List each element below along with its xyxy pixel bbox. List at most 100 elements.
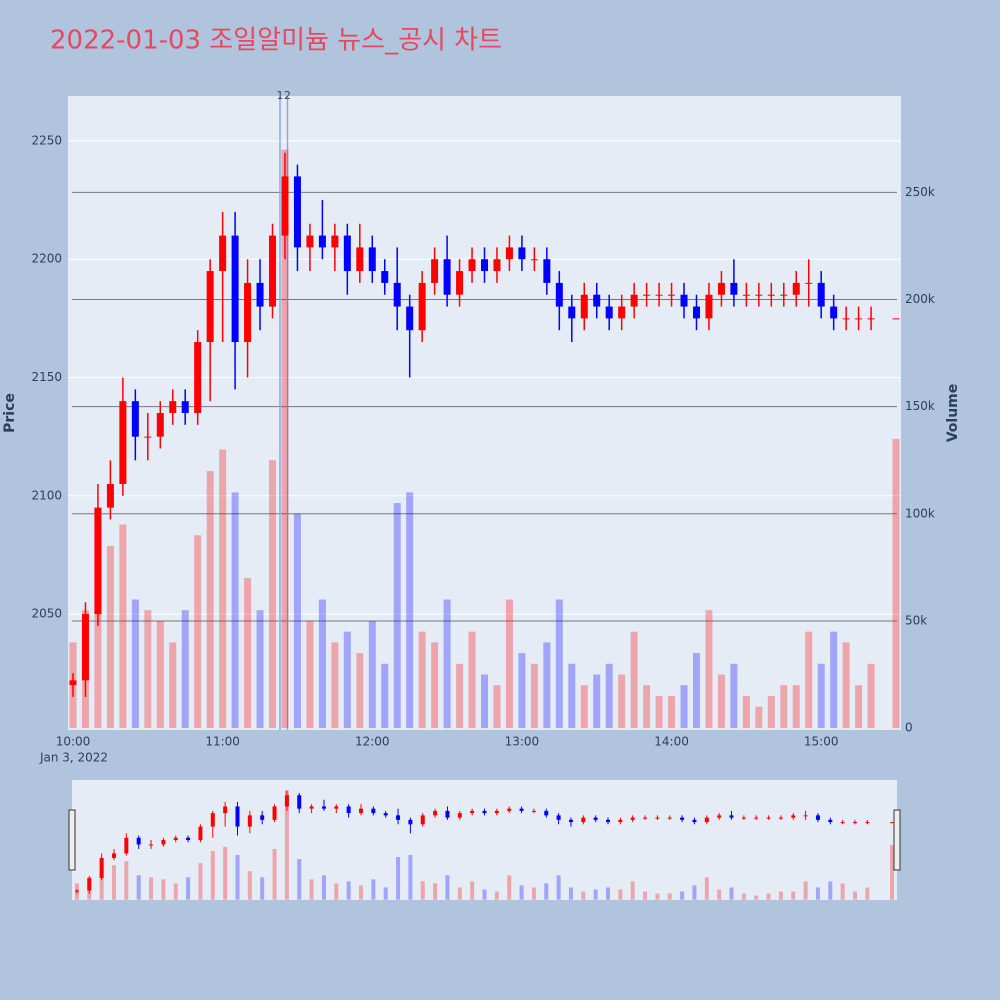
candle-body	[194, 342, 202, 413]
mini-volume-bar	[865, 887, 870, 900]
mini-candle-body	[198, 826, 203, 840]
mini-volume-bar	[741, 893, 746, 900]
mini-candle-body	[173, 837, 178, 840]
mini-candle-body	[445, 810, 450, 818]
mini-volume-bar	[791, 891, 796, 900]
annotation: 2	[284, 89, 291, 102]
mini-volume-bar	[680, 891, 685, 900]
mini-candle-body	[531, 810, 536, 812]
candle-body	[842, 318, 850, 320]
mini-candle-body	[494, 810, 499, 814]
volume-bar	[194, 535, 202, 729]
candle-body	[393, 282, 401, 307]
volume-bar	[643, 685, 651, 729]
x-tick-label: 12:00	[355, 735, 390, 749]
mini-candle-body	[136, 837, 141, 845]
mini-candle-body	[568, 819, 573, 823]
range-handle[interactable]	[68, 809, 76, 871]
candle-body	[244, 282, 252, 343]
volume-bar	[780, 685, 788, 729]
range-handle[interactable]	[893, 809, 901, 871]
volume-bar	[717, 674, 725, 729]
y2-tick-label: 100k	[905, 506, 935, 520]
candle-body	[830, 306, 838, 319]
mini-candle-body	[420, 815, 425, 825]
mini-volume-bar	[470, 881, 475, 900]
mini-volume-bar	[494, 891, 499, 900]
mini-volume-bar	[420, 881, 425, 900]
volume-bar	[755, 706, 763, 729]
mini-candle-body	[630, 817, 635, 820]
volume-bar	[543, 642, 551, 729]
mini-candle-body	[457, 813, 462, 818]
volume-bar	[730, 663, 738, 729]
y-tick-label: 2150	[31, 370, 62, 384]
mini-candle-body	[704, 817, 709, 823]
candle-body	[668, 294, 676, 296]
mini-candle-body	[482, 810, 487, 814]
mini-volume-bar	[692, 885, 697, 900]
volume-bar	[630, 631, 638, 729]
mini-volume-bar	[210, 850, 215, 900]
volume-bar	[181, 610, 189, 729]
candle-body	[493, 259, 501, 272]
mini-volume-bar	[111, 865, 116, 900]
mini-volume-bar	[309, 879, 314, 900]
y2-tick-label: 150k	[905, 399, 935, 413]
candle-body	[231, 235, 239, 343]
candle-body	[181, 401, 189, 413]
volume-bar	[443, 599, 451, 729]
mini-candle-body	[260, 815, 265, 820]
candle-body	[717, 282, 725, 295]
mini-volume-bar	[630, 881, 635, 900]
mini-volume-bar	[396, 857, 401, 900]
candle-body	[643, 294, 651, 296]
volume-bar	[580, 685, 588, 729]
mini-candle-body	[284, 795, 289, 807]
mini-candle-body	[803, 815, 808, 817]
candle-body	[568, 306, 576, 319]
annotation: 1	[276, 89, 283, 102]
mini-volume-bar	[99, 863, 104, 900]
mini-candle-body	[87, 878, 92, 891]
mini-volume-bar	[247, 871, 252, 900]
candle-body	[368, 247, 376, 272]
y2-tick-label: 250k	[905, 185, 935, 199]
mini-volume-bar	[223, 846, 228, 900]
volume-bar	[156, 620, 164, 729]
mini-candle-body	[667, 817, 672, 819]
y-tick-label: 2050	[31, 607, 62, 621]
mini-candle-body	[346, 806, 351, 814]
x-tick-label: 13:00	[505, 735, 540, 749]
candle-body	[406, 306, 414, 331]
mini-volume-bar	[606, 887, 611, 900]
x-tick-label: 15:00	[804, 735, 839, 749]
candle-body	[505, 247, 513, 260]
mini-volume-bar	[161, 879, 166, 900]
mini-candle-body	[618, 819, 623, 823]
candle-body	[481, 259, 488, 272]
mini-candle-body	[840, 822, 845, 824]
candle-body	[580, 294, 588, 319]
volume-bar	[493, 685, 501, 729]
mini-volume-bar	[568, 887, 573, 900]
volume-bar	[306, 620, 314, 729]
mini-candle-body	[358, 808, 363, 814]
volume-bar	[119, 524, 127, 729]
mini-volume-bar	[803, 881, 808, 900]
chart-title: 2022-01-03 조일알미늄 뉴스_공시 차트	[50, 26, 502, 56]
mini-candle-body	[371, 808, 376, 814]
candle-body	[119, 401, 127, 484]
candle-body	[169, 401, 177, 413]
mini-candle-body	[408, 819, 413, 825]
volume-bar	[705, 610, 713, 729]
mini-candle-body	[124, 837, 129, 854]
volume-bar	[269, 460, 277, 729]
range-slider[interactable]	[72, 780, 897, 900]
candle-body	[131, 401, 139, 437]
mini-volume-bar	[149, 877, 154, 900]
candle-body	[418, 282, 426, 331]
candle-body	[730, 282, 738, 295]
volume-bar	[206, 470, 214, 729]
